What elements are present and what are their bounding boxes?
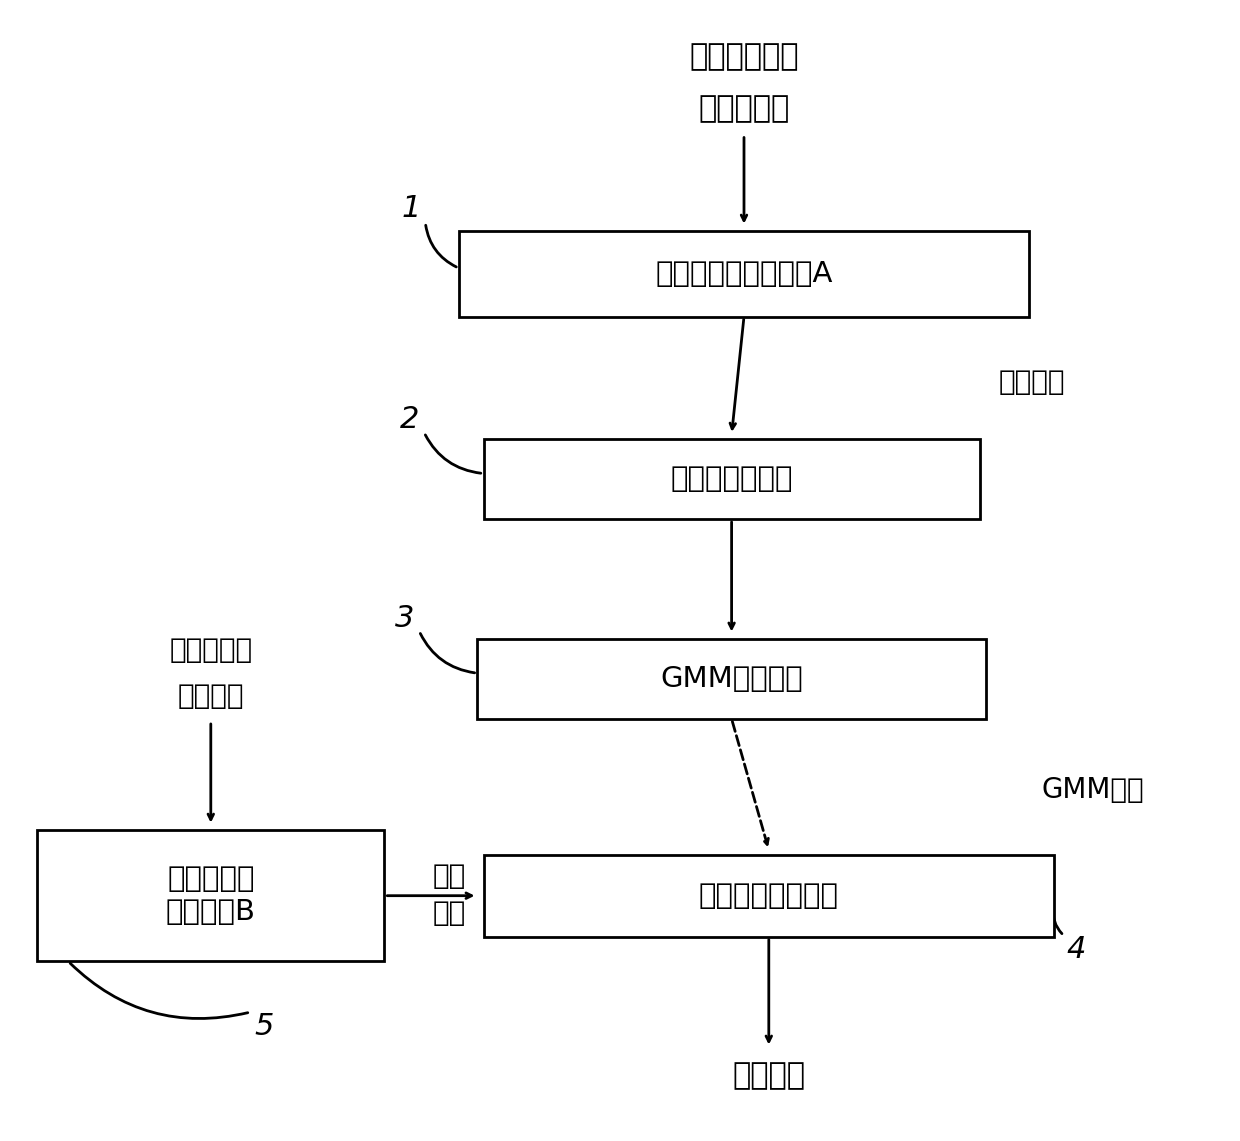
Text: 处信号输入: 处信号输入 (698, 94, 790, 123)
Text: 信号能量比
计算模块B: 信号能量比 计算模块B (166, 866, 255, 925)
Text: 未知位置处: 未知位置处 (169, 637, 253, 664)
FancyBboxPatch shape (484, 439, 980, 519)
Text: 观测: 观测 (433, 863, 465, 890)
Text: GMM训练模块: GMM训练模块 (660, 665, 804, 693)
Text: 矢量: 矢量 (433, 899, 465, 926)
Text: 信号输入: 信号输入 (177, 682, 244, 710)
FancyBboxPatch shape (477, 639, 986, 719)
Text: 2: 2 (399, 405, 419, 435)
Text: 数据库建立模块: 数据库建立模块 (671, 466, 792, 493)
Text: 信号能量比计算模块A: 信号能量比计算模块A (655, 260, 833, 288)
Text: 声源坐标计算模块: 声源坐标计算模块 (699, 882, 838, 909)
Text: GMM参数: GMM参数 (1042, 776, 1145, 803)
FancyBboxPatch shape (37, 831, 384, 961)
FancyBboxPatch shape (484, 855, 1054, 937)
Text: 训练矢量: 训练矢量 (998, 369, 1065, 396)
Text: 各指纹采集点: 各指纹采集点 (689, 42, 799, 72)
Text: 4: 4 (1066, 934, 1086, 964)
Text: 5: 5 (254, 1012, 274, 1042)
Text: 声源坐标: 声源坐标 (733, 1061, 805, 1091)
Text: 3: 3 (394, 604, 414, 633)
Text: 1: 1 (402, 194, 422, 224)
FancyBboxPatch shape (459, 230, 1029, 316)
